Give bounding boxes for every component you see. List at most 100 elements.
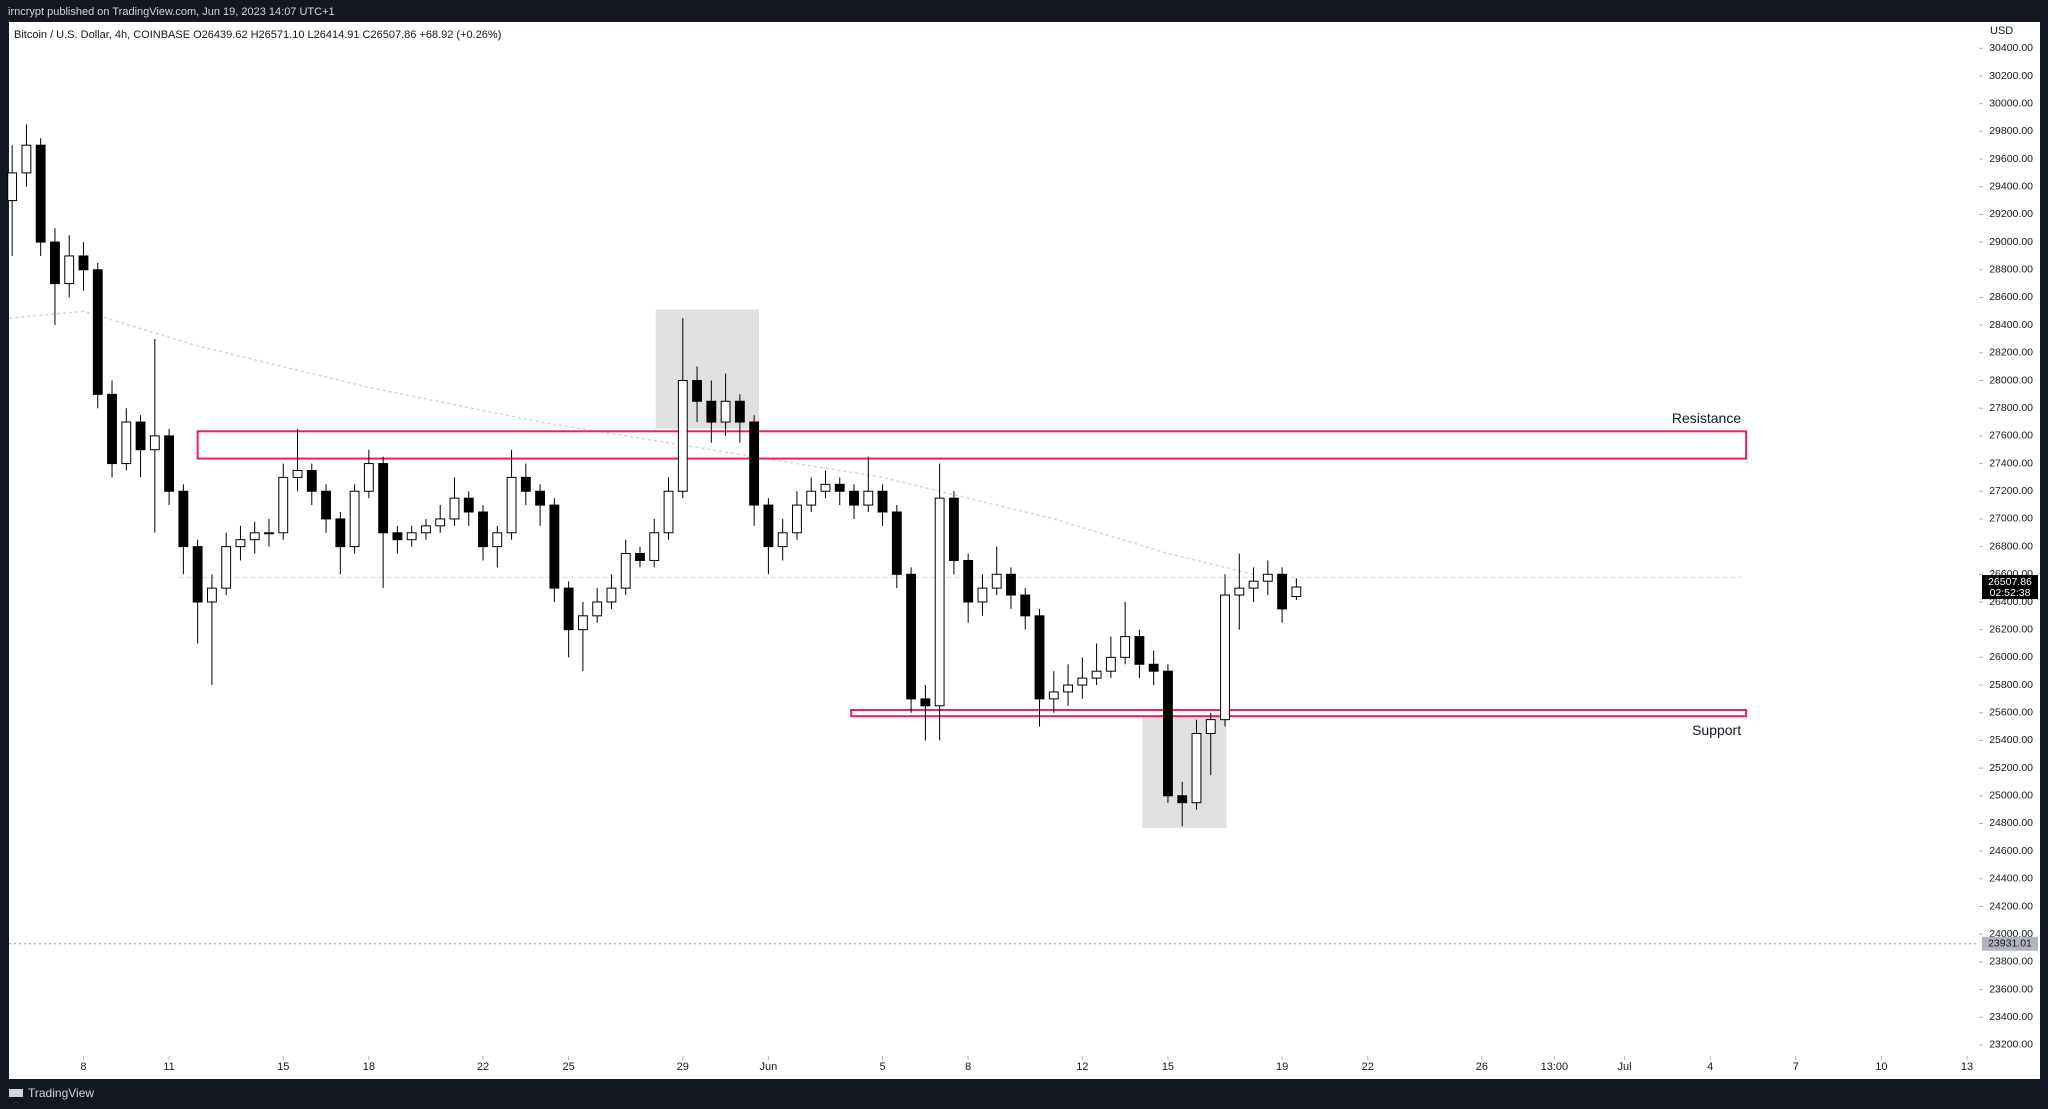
candle-body (692, 380, 702, 402)
candle-body (92, 269, 103, 395)
candle-body (1034, 615, 1045, 700)
candle-body (1048, 691, 1059, 700)
y-tick-label: 27800.00 (1989, 402, 2033, 414)
candle-body (749, 421, 760, 506)
y-tick-label: 24600.00 (1989, 845, 2033, 857)
candle-body (777, 532, 788, 548)
chart-title: Bitcoin / U.S. Dollar, 4h, COINBASE O264… (14, 29, 501, 41)
candle-body (649, 532, 660, 561)
x-tick-label: 22 (477, 1061, 489, 1073)
candle-body (1006, 573, 1016, 596)
candle-body (264, 532, 274, 535)
candle-body (21, 144, 32, 174)
candle-body (948, 497, 959, 561)
candle-body (1277, 573, 1288, 610)
y-tick-label: 23800.00 (1989, 956, 2033, 968)
x-tick-label: 12 (1076, 1061, 1088, 1073)
candle-body (677, 380, 688, 492)
level-tag-label: 23931.01 (1988, 938, 2032, 950)
candle-body (1091, 670, 1102, 679)
y-tick-label: 27000.00 (1989, 513, 2033, 525)
candle-body (164, 435, 175, 492)
x-tick-label: 13:00 (1541, 1061, 1569, 1073)
candle-body (135, 421, 146, 451)
candle-body (35, 144, 46, 243)
candle-body (306, 469, 317, 492)
y-tick-label: 25400.00 (1989, 734, 2033, 746)
candle-body (706, 400, 717, 423)
candle-body (1262, 573, 1273, 582)
candle-body (977, 587, 988, 603)
candle-body (991, 573, 1002, 589)
candle-body (363, 463, 374, 492)
candle-body (492, 532, 503, 548)
candle-body (206, 587, 217, 603)
candle-body (535, 490, 546, 506)
x-tick-label: 7 (1793, 1061, 1799, 1073)
candle-body (107, 393, 117, 465)
candle-body (392, 532, 403, 541)
candle-body (1191, 732, 1202, 804)
candle-body (963, 559, 974, 603)
y-tick-label: 26200.00 (1989, 623, 2033, 635)
candle-body (335, 518, 346, 548)
candle-body (1105, 656, 1116, 672)
candle-body (1063, 684, 1073, 693)
y-tick-label: 27600.00 (1989, 430, 2033, 442)
x-tick-label: 19 (1276, 1061, 1288, 1073)
candle-body (149, 435, 160, 451)
y-tick-label: 23200.00 (1989, 1039, 2033, 1051)
candle-body (478, 511, 488, 548)
y-tick-label: 24400.00 (1989, 873, 2033, 885)
candle-body (321, 490, 331, 520)
zone (850, 708, 1748, 718)
y-tick-label: 28200.00 (1989, 347, 2033, 359)
candle-body (406, 532, 417, 541)
x-tick-label: 10 (1875, 1061, 1887, 1073)
candle-body (421, 525, 431, 534)
y-tick-label: 25200.00 (1989, 762, 2033, 774)
candle-body (192, 546, 203, 603)
zone-label: Resistance (1672, 410, 1741, 426)
x-tick-label: 18 (363, 1061, 375, 1073)
y-tick-label: 25600.00 (1989, 706, 2033, 718)
x-tick-label: 25 (563, 1061, 575, 1073)
candle-body (1134, 636, 1145, 665)
x-tick-label: 15 (1162, 1061, 1174, 1073)
x-tick-label: 29 (677, 1061, 689, 1073)
countdown-label: 02:52:38 (1990, 587, 2031, 599)
y-tick-label: 29000.00 (1989, 236, 2033, 248)
candle-body (1177, 795, 1188, 804)
candle-body (592, 601, 603, 617)
candle-body (1077, 677, 1088, 686)
candle-body (235, 539, 246, 548)
y-tick-label: 26000.00 (1989, 651, 2033, 663)
candle-body (549, 504, 560, 589)
y-tick-label: 23600.00 (1989, 983, 2033, 995)
y-tick-label: 30400.00 (1989, 42, 2033, 54)
candle-body (891, 511, 902, 575)
candle-body (1205, 719, 1216, 734)
y-tick-label: 28800.00 (1989, 264, 2033, 276)
candle-body (520, 476, 531, 492)
candle-body (64, 255, 75, 285)
candle-body (7, 172, 18, 202)
y-tick-label: 26800.00 (1989, 540, 2033, 552)
candle-body (463, 497, 474, 513)
brand[interactable]: TradingView (28, 1086, 94, 1100)
y-tick-label: 25800.00 (1989, 679, 2033, 691)
x-tick-label: 22 (1362, 1061, 1374, 1073)
candle-body (563, 587, 574, 631)
y-tick-label: 28000.00 (1989, 374, 2033, 386)
x-tick-label: Jun (760, 1061, 778, 1073)
logo (9, 1089, 23, 1097)
y-tick-label: 25000.00 (1989, 790, 2033, 802)
x-tick-label: 8 (965, 1061, 971, 1073)
y-tick-label: 28600.00 (1989, 291, 2033, 303)
candle-body (1291, 586, 1302, 597)
x-tick-label: Jul (1618, 1061, 1632, 1073)
chart-background (9, 22, 2040, 1079)
candle-body (249, 532, 260, 541)
candle-body (906, 573, 917, 700)
